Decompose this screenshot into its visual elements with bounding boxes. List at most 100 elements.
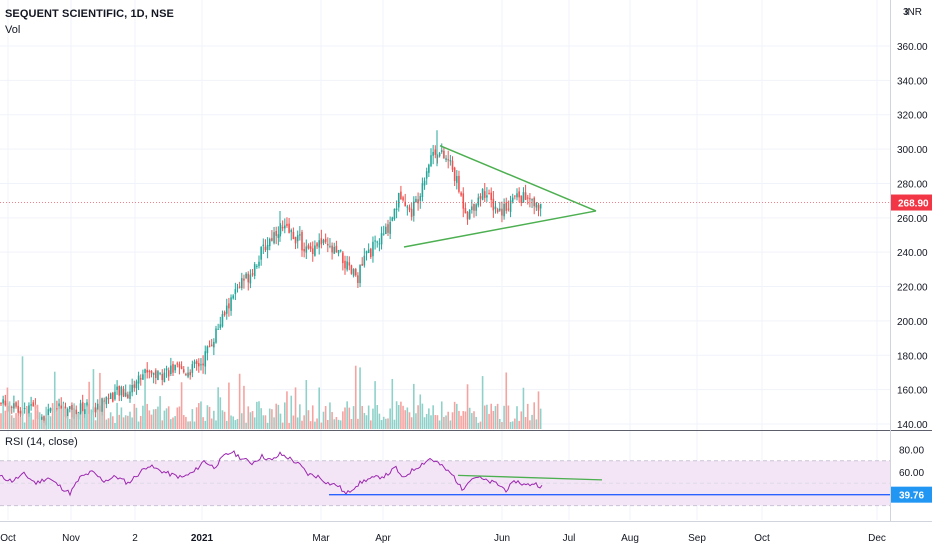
candle-body xyxy=(10,406,13,408)
candle-body xyxy=(333,246,336,254)
volume-bar xyxy=(200,401,202,429)
candle-body xyxy=(202,363,204,366)
candle-body xyxy=(56,408,58,410)
volume-bar xyxy=(30,412,32,429)
volume-bar xyxy=(103,401,105,429)
volume-bar xyxy=(32,419,35,429)
volume-bar xyxy=(21,356,24,429)
volume-bar xyxy=(327,420,329,429)
candle-body xyxy=(133,384,136,388)
volume-bar xyxy=(346,401,348,429)
candle-body xyxy=(290,230,293,233)
volume-bar xyxy=(150,414,153,429)
candle-body xyxy=(344,260,346,269)
candle-body xyxy=(146,369,148,373)
candle-body xyxy=(225,305,228,314)
volume-bar xyxy=(13,417,15,429)
candle-body xyxy=(526,197,529,199)
candle-body xyxy=(275,230,277,236)
candle-body xyxy=(363,255,366,266)
candle-body xyxy=(382,233,385,235)
candle-body xyxy=(477,197,480,206)
candle-body xyxy=(174,364,176,371)
candle-body xyxy=(84,409,86,415)
candle-body xyxy=(15,402,17,407)
currency-label: INR xyxy=(904,7,922,18)
volume-bar xyxy=(174,416,176,429)
volume-bar xyxy=(421,403,424,429)
price-tick-label: 140.00 xyxy=(897,420,928,431)
candle-body xyxy=(518,191,520,198)
triangle-lower-line xyxy=(403,210,597,248)
volume-bar xyxy=(241,413,243,429)
volume-bar xyxy=(256,401,258,429)
candle-body xyxy=(531,199,533,201)
candle-body xyxy=(400,191,402,200)
volume-bar xyxy=(477,422,480,429)
candle-body xyxy=(305,246,308,253)
volume-bar xyxy=(152,409,155,429)
volume-bar xyxy=(56,412,58,429)
volume-bar xyxy=(204,420,207,429)
volume-bar xyxy=(234,420,237,429)
candle-body xyxy=(376,241,379,243)
candle-body xyxy=(163,372,166,383)
candle-body xyxy=(0,403,2,405)
candle-body xyxy=(466,212,469,220)
candle-body xyxy=(223,311,226,316)
candle-body xyxy=(505,202,508,211)
candle-body xyxy=(486,195,488,198)
candle-body xyxy=(415,198,417,203)
candle-body xyxy=(443,150,445,159)
candle-body xyxy=(501,208,503,216)
volume-bar xyxy=(114,422,116,429)
volume-bar xyxy=(430,415,432,429)
candle-body xyxy=(13,403,15,409)
volume-bar xyxy=(479,421,482,429)
volume-bar xyxy=(380,420,383,429)
candle-body xyxy=(413,201,415,216)
volume-bar xyxy=(339,420,342,429)
candle-body xyxy=(342,252,344,264)
volume-bar xyxy=(112,416,114,429)
candle-body xyxy=(172,364,174,373)
chart-title: SEQUENT SCIENTIFIC, 1D, NSE xyxy=(5,8,174,20)
candle-body xyxy=(200,364,202,366)
volume-bar xyxy=(238,373,241,429)
volume-bar xyxy=(230,415,232,429)
candle-body xyxy=(137,375,140,384)
price-tick-label: 240.00 xyxy=(897,248,928,259)
candle-body xyxy=(357,275,359,284)
candle-body xyxy=(198,363,200,367)
volume-bar xyxy=(217,387,219,429)
volume-bar xyxy=(471,413,473,429)
volume-bar xyxy=(382,416,385,429)
volume-bar xyxy=(397,405,400,429)
candle-body xyxy=(361,263,363,266)
volume-bar xyxy=(299,404,301,429)
volume-bar xyxy=(529,420,531,429)
volume-bar xyxy=(26,406,28,429)
volume-bar xyxy=(389,408,391,429)
candle-body xyxy=(195,360,198,364)
volume-bar xyxy=(51,403,54,429)
volume-bar xyxy=(535,419,538,429)
volume-bar xyxy=(131,417,133,429)
volume-bar xyxy=(208,406,211,429)
candle-body xyxy=(187,372,189,377)
volume-bar xyxy=(307,410,310,429)
volume-bar xyxy=(438,420,441,429)
volume-bar xyxy=(531,414,533,429)
volume-bar xyxy=(142,405,144,429)
candle-body xyxy=(43,416,45,423)
volume-bar xyxy=(344,407,346,429)
candle-body xyxy=(258,261,260,267)
volume-bar xyxy=(318,387,320,429)
candle-body xyxy=(288,223,290,233)
volume-bar xyxy=(53,371,56,429)
volume-bar xyxy=(58,409,60,429)
candle-body xyxy=(432,151,434,156)
volume-bar xyxy=(367,405,370,429)
